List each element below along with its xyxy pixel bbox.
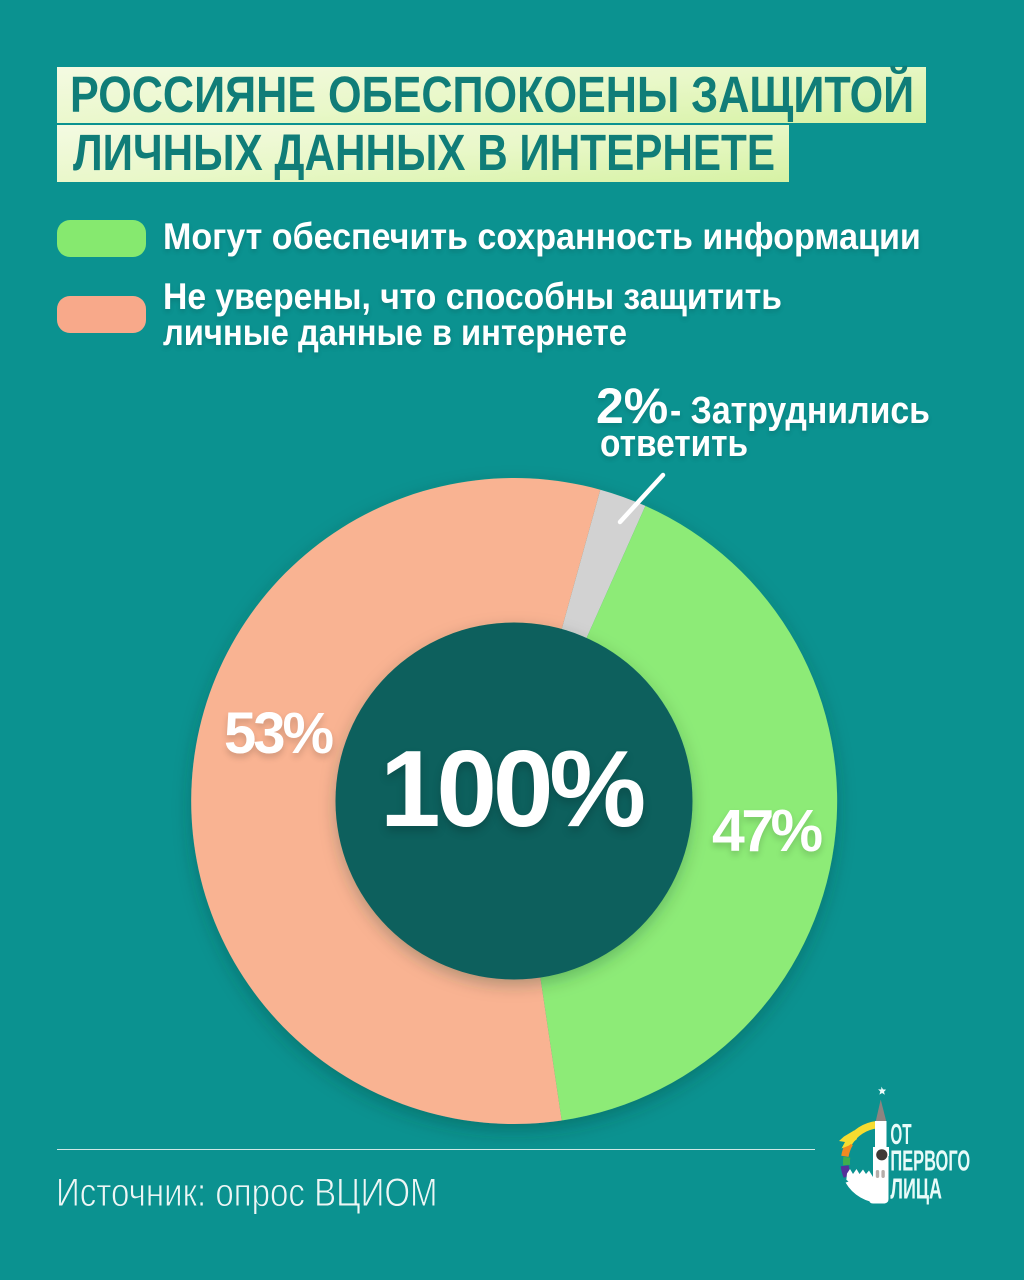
svg-text:ОТ: ОТ (890, 1118, 911, 1150)
svg-text:ПЕРВОГО: ПЕРВОГО (890, 1145, 970, 1177)
svg-text:ЛИЦА: ЛИЦА (890, 1173, 942, 1205)
